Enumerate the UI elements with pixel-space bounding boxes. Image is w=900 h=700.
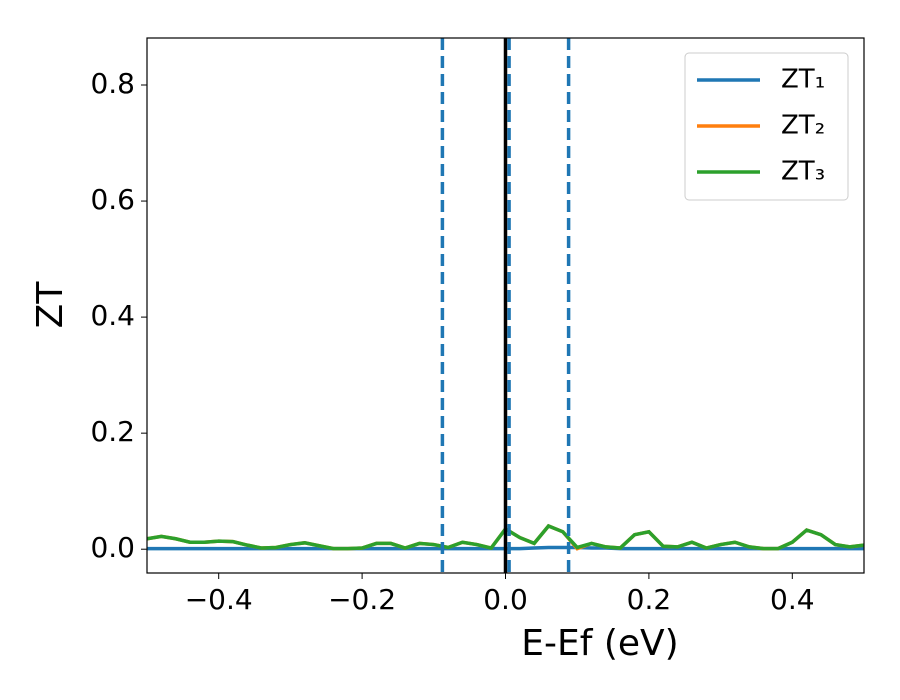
x-tick-label: −0.4 bbox=[185, 583, 253, 616]
legend-label: ZT₃ bbox=[781, 157, 825, 187]
x-tick-label: 0.0 bbox=[483, 583, 528, 616]
legend-label: ZT₂ bbox=[781, 111, 825, 141]
x-tick-label: 0.2 bbox=[627, 583, 672, 616]
y-tick-label: 0.2 bbox=[90, 415, 135, 448]
x-tick-label: −0.2 bbox=[328, 583, 396, 616]
y-tick-label: 0.6 bbox=[90, 183, 135, 216]
legend-box bbox=[684, 52, 849, 201]
y-tick-label: 0.0 bbox=[90, 531, 135, 564]
y-tick-label: 0.4 bbox=[90, 299, 135, 332]
x-axis-label: E-Ef (eV) bbox=[521, 623, 678, 664]
y-axis-label: ZT bbox=[30, 281, 71, 329]
plot-frame bbox=[146, 37, 865, 574]
x-tick-label: 0.4 bbox=[770, 583, 815, 616]
y-tick-label: 0.8 bbox=[90, 67, 135, 100]
legend-label: ZT₁ bbox=[781, 65, 825, 95]
